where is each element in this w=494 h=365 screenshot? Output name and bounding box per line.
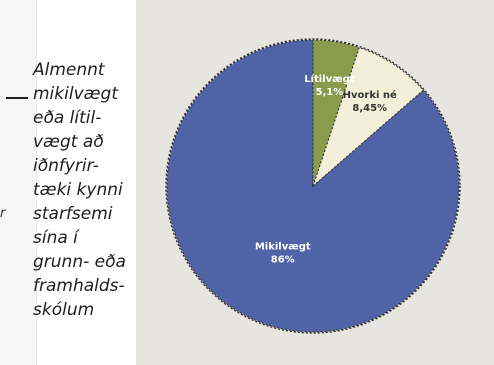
- caption-line: Almennt: [33, 60, 105, 80]
- pie-chart: Mikilvægt 86% Hvorki né 8,45% Lítilvægt 5,1%: [165, 38, 461, 334]
- caption-line: eða lítil-: [33, 108, 102, 128]
- caption-line: sína í: [33, 228, 78, 248]
- caption-line: iðnfyrir-: [33, 156, 99, 176]
- slice-label: Hvorki né: [343, 89, 397, 101]
- caption-line: vægt að: [33, 132, 104, 152]
- slice-label: Mikilvægt: [255, 241, 311, 252]
- left-page-fragment: r: [0, 0, 37, 365]
- chart-panel: Mikilvægt 86% Hvorki né 8,45% Lítilvægt 5,1%: [136, 0, 494, 365]
- slice-value: 86%: [271, 254, 295, 265]
- caption-line: tæki kynni: [33, 180, 123, 200]
- pie-slice: [311, 46, 424, 188]
- caption-line: skólum: [33, 300, 95, 320]
- chart-caption: Almennt mikilvægt eða lítil- vægt að iðn…: [33, 58, 137, 322]
- left-rule: [6, 97, 28, 99]
- pie-slice: [312, 39, 360, 187]
- slice-label: Lítilvægt: [304, 73, 355, 85]
- slice-value: 8,45%: [352, 103, 387, 114]
- caption-line: grunn- eða: [33, 252, 126, 272]
- caption-line: starfsemi: [33, 204, 113, 224]
- pie-outline: [165, 38, 461, 334]
- caption-line: framhalds-: [33, 276, 125, 296]
- slice-value: 5,1%: [316, 87, 344, 98]
- caption-line: mikilvægt: [33, 84, 119, 104]
- left-fragment-char: r: [0, 206, 6, 221]
